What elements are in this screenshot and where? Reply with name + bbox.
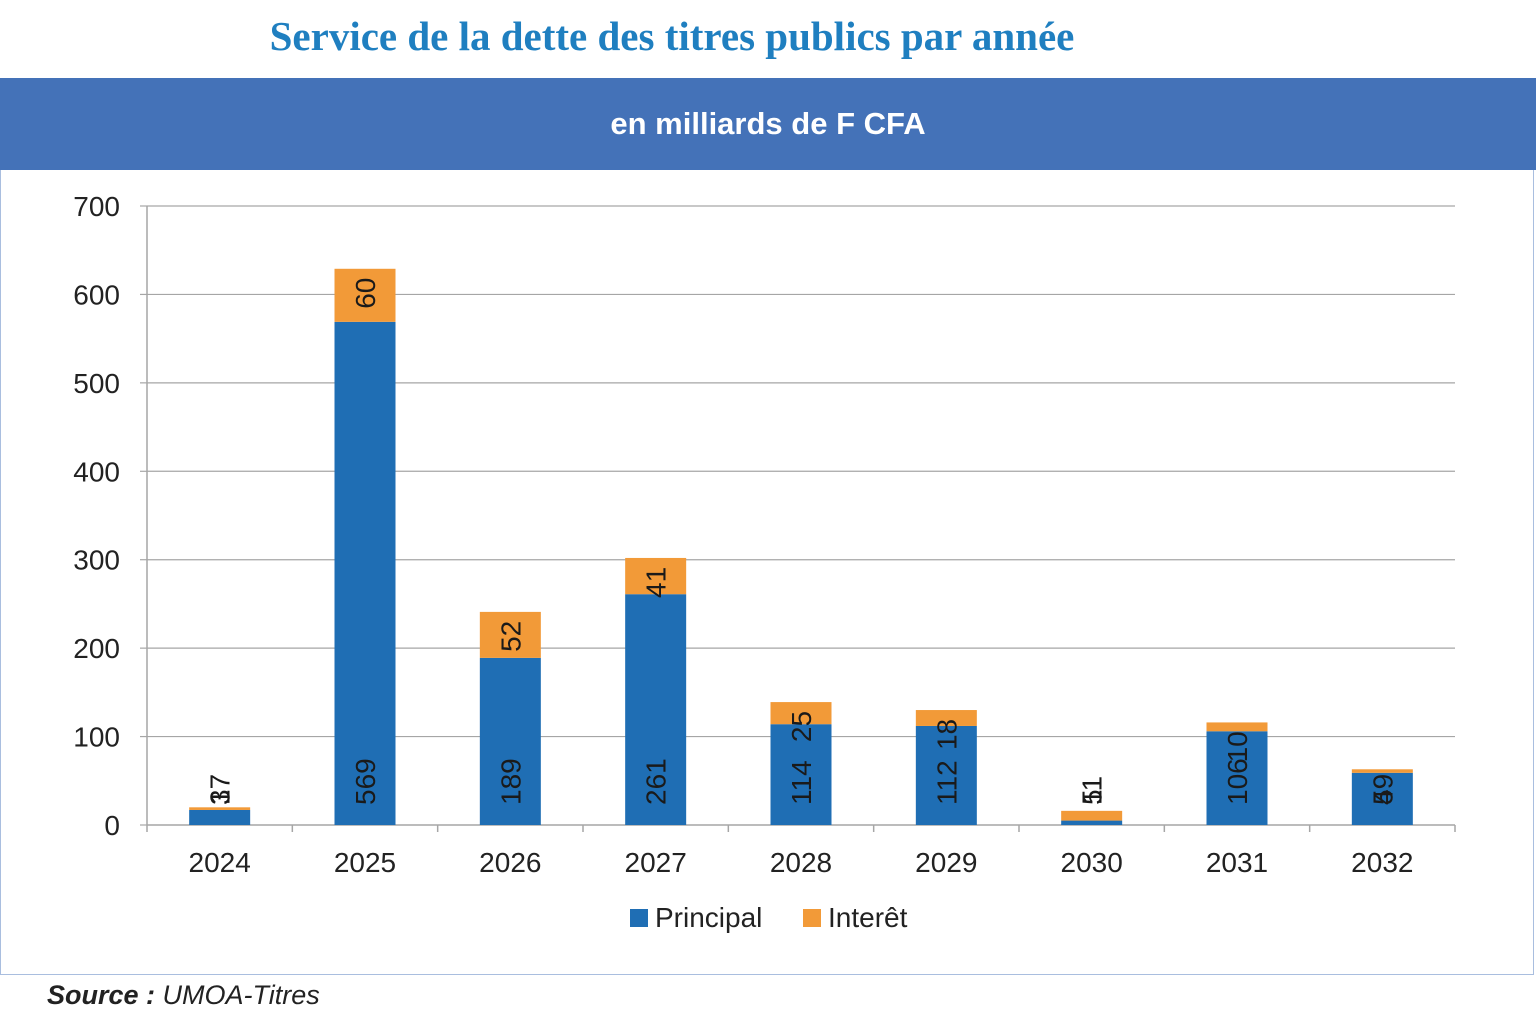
data-label-interet: 60: [350, 278, 381, 309]
page-title: Service de la dette des titres publics p…: [269, 13, 1075, 59]
data-label-principal: 114: [786, 760, 817, 805]
data-label-principal: 112: [931, 760, 962, 805]
bar-principal: [770, 724, 832, 825]
bar-interet: [189, 807, 251, 810]
y-tick-label: 500: [73, 368, 120, 399]
legend-label-principal: Principal: [655, 902, 762, 933]
y-tick-label: 200: [73, 633, 120, 664]
x-tick-label: 2027: [625, 847, 687, 878]
legend-swatch-interet: [803, 909, 821, 927]
data-label-interet: 11: [1077, 776, 1108, 805]
chart-frame: 0 100 200 300 400 500 600 700 17 3 2024 569 60 2025 18…: [0, 170, 1534, 975]
data-label-interet: 25: [786, 711, 817, 742]
data-label-interet: 41: [641, 567, 672, 598]
data-label-interet: 18: [931, 719, 962, 750]
bar-principal: [625, 594, 687, 825]
x-tick-label: 2031: [1206, 847, 1268, 878]
bar-interet: [334, 268, 396, 322]
y-tick-label: 700: [73, 191, 120, 222]
y-tick-label: 300: [73, 545, 120, 576]
data-label-interet: 4: [1367, 789, 1398, 805]
data-label-principal: 59: [1367, 774, 1398, 805]
x-tick-label: 2029: [915, 847, 977, 878]
bar-interet: [479, 611, 541, 658]
data-label-principal: 261: [641, 758, 672, 805]
bar-interet: [1351, 769, 1413, 773]
data-label-interet: 10: [1222, 731, 1253, 762]
source-note: Source : UMOA-Titres: [47, 980, 320, 1011]
bar-interet: [770, 702, 832, 725]
x-tick-label: 2024: [189, 847, 251, 878]
data-label-principal: 5: [1077, 789, 1108, 805]
data-label-interet: 3: [205, 789, 236, 805]
source-label: Source :: [47, 980, 156, 1010]
data-label-principal: 569: [350, 758, 381, 805]
bar-principal: [189, 809, 251, 825]
data-label-principal: 17: [205, 774, 236, 805]
bar-principal: [915, 725, 977, 825]
x-tick-label: 2028: [770, 847, 832, 878]
stacked-bar-chart: 0 100 200 300 400 500 600 700 173 2024 569 60 2025 18…: [73, 191, 1456, 933]
subtitle-band: en milliards de F CFA: [0, 78, 1536, 170]
data-label-interet: 52: [495, 621, 526, 652]
y-tick-label: 100: [73, 722, 120, 753]
bar-principal: [1351, 772, 1413, 825]
bar-interet: [915, 710, 977, 726]
chart-subtitle: en milliards de F CFA: [610, 106, 926, 141]
bar-principal: [334, 321, 396, 825]
legend-swatch-principal: [630, 909, 648, 927]
source-value: UMOA-Titres: [162, 980, 320, 1010]
bar-interet: [1061, 810, 1123, 821]
bar-principal: [479, 657, 541, 825]
legend-label-interet: Interêt: [828, 902, 908, 933]
y-tick-label: 400: [73, 456, 120, 487]
bar-interet: [625, 557, 687, 595]
x-tick-label: 2026: [479, 847, 541, 878]
bar-principal: [1206, 731, 1268, 825]
x-tick-label: 2032: [1351, 847, 1413, 878]
x-tick-label: 2025: [334, 847, 396, 878]
bar-principal: [1061, 820, 1123, 825]
y-tick-label: 600: [73, 279, 120, 310]
data-label-principal: 189: [495, 758, 526, 805]
data-label-principal: 106: [1222, 758, 1253, 805]
y-tick-label: 0: [104, 810, 120, 841]
x-tick-label: 2030: [1061, 847, 1123, 878]
legend: Principal Interêt: [630, 902, 908, 933]
bar-interet: [1206, 722, 1268, 732]
